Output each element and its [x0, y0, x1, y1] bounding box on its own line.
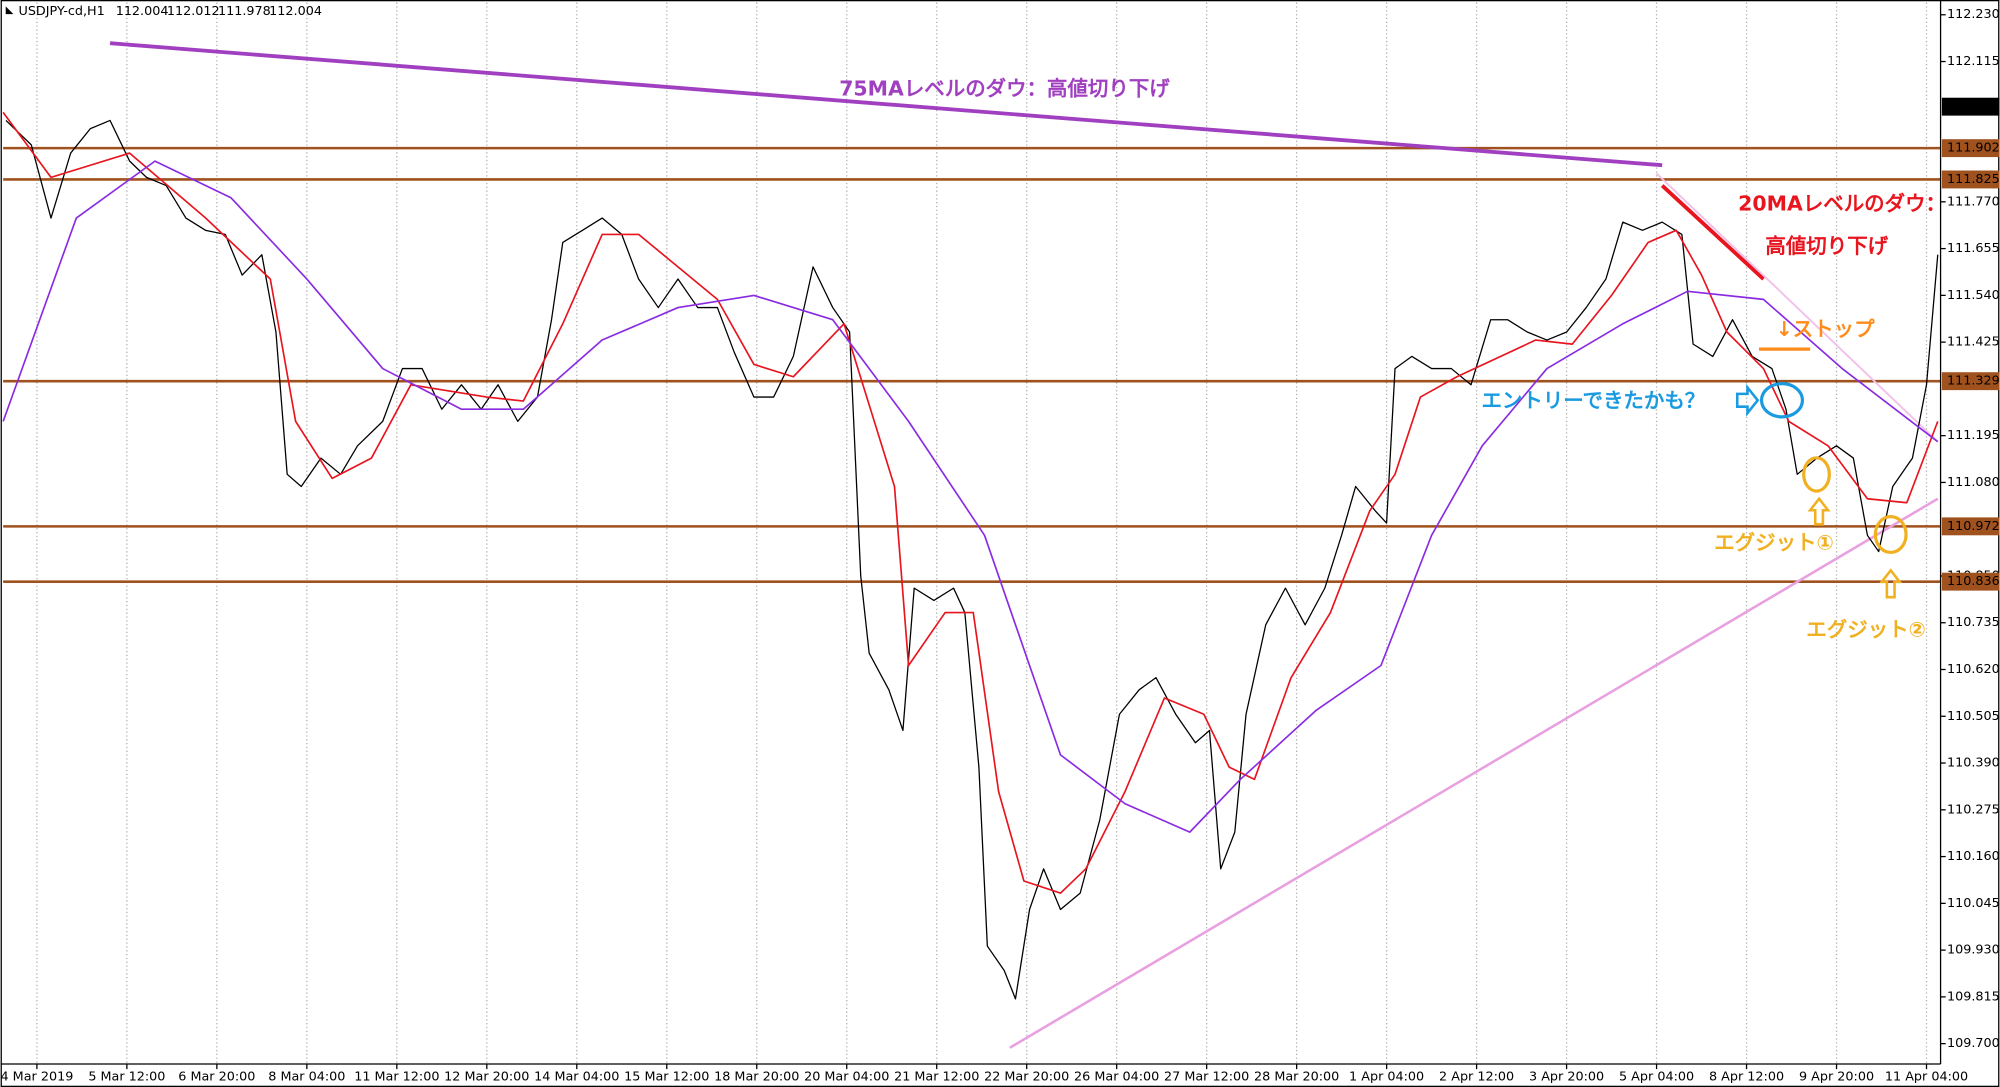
y-tick-label: 110.735	[1947, 615, 2000, 630]
annotation: エグジット②	[1806, 617, 1926, 641]
x-tick-label: 14 Mar 04:00	[534, 1069, 619, 1084]
x-tick-label: 11 Mar 12:00	[354, 1069, 439, 1084]
levels	[3, 146, 1941, 583]
x-tick-label: 28 Mar 20:00	[1254, 1069, 1339, 1084]
y-tick-label: 111.425	[1947, 335, 2000, 350]
exit-circle	[1873, 515, 1908, 555]
x-tick-label: 18 Mar 20:00	[714, 1069, 799, 1084]
price-line	[2, 160, 1939, 833]
entry-circle	[1759, 382, 1805, 419]
trendline	[1655, 172, 1939, 443]
level-label: 111.825	[1947, 172, 2000, 187]
y-tick-label: 111.195	[1947, 428, 2000, 443]
price-line	[5, 119, 1939, 1000]
quote-high: 112.012	[167, 4, 220, 19]
trendline	[1009, 497, 1939, 1049]
y-tick-label: 109.700	[1947, 1036, 2000, 1051]
quote-open: 112.004	[116, 4, 169, 19]
exit-arrow	[1879, 568, 1903, 599]
annotation: エントリーできたかも？	[1481, 389, 1705, 413]
level-label-box	[1941, 170, 2000, 189]
y-tick-label: 112.230	[1947, 7, 2000, 22]
x-tick-label: 22 Mar 20:00	[984, 1069, 1069, 1084]
header-icon	[5, 6, 14, 15]
x-tick-label: 21 Mar 12:00	[894, 1069, 979, 1084]
level-label-box	[1941, 572, 2000, 591]
x-tick-label: 1 Apr 04:00	[1349, 1069, 1424, 1084]
y-tick-label: 112.115	[1947, 54, 2000, 69]
x-tick-label: 27 Mar 12:00	[1164, 1069, 1249, 1084]
annotation: 20MAレベルのダウ：	[1738, 192, 1946, 216]
trendline	[109, 41, 1663, 168]
x-tick-label: 8 Apr 12:00	[1709, 1069, 1784, 1084]
x-tick-label: 20 Mar 04:00	[804, 1069, 889, 1084]
symbol-title: USDJPY-cd,H1	[19, 4, 105, 19]
level-label: 110.836	[1947, 574, 2000, 589]
y-tick-label: 110.505	[1947, 709, 2000, 724]
quote-close: 112.004	[269, 4, 322, 19]
x-tick-label: 5 Mar 12:00	[88, 1069, 165, 1084]
level-label-box	[1941, 372, 2000, 391]
level-label-box	[1941, 139, 2000, 158]
x-tick-label: 26 Mar 04:00	[1074, 1069, 1159, 1084]
y-tick-label: 110.620	[1947, 662, 2000, 677]
annotations: 75MAレベルのダウ：高値切り下げ 20MAレベルのダウ： 高値切り下げ ↓スト…	[839, 77, 1946, 642]
y-tick-label: 110.275	[1947, 802, 2000, 817]
x-tick-label: 12 Mar 20:00	[444, 1069, 529, 1084]
x-tick-label: 15 Mar 12:00	[624, 1069, 709, 1084]
x-tick-label: 5 Apr 04:00	[1619, 1069, 1694, 1084]
price-line	[2, 111, 1939, 894]
annotation: エグジット①	[1714, 531, 1834, 555]
annotation: 高値切り下げ	[1765, 234, 1888, 258]
lines	[2, 41, 1939, 1049]
annotation: 75MAレベルのダウ：高値切り下げ	[839, 77, 1170, 101]
y-tick-label: 110.045	[1947, 896, 2000, 911]
x-tick-label: 4 Mar 2019	[0, 1069, 73, 1084]
level-label: 110.972	[1947, 519, 2000, 534]
x-tick-label: 3 Apr 20:00	[1529, 1069, 1604, 1084]
y-tick-label: 110.390	[1947, 756, 2000, 771]
y-tick-label: 111.655	[1947, 241, 2000, 256]
y-tick-label: 109.815	[1947, 989, 2000, 1004]
exit-arrow	[1807, 496, 1831, 526]
header: USDJPY-cd,H1 112.004 112.012 111.978 112…	[5, 4, 322, 19]
y-tick-label: 111.770	[1947, 194, 2000, 209]
entry-arrow	[1735, 383, 1760, 417]
y-tick-label: 111.080	[1947, 475, 2000, 490]
exit-circle	[1802, 456, 1831, 493]
x-tick-label: 2 Apr 12:00	[1439, 1069, 1514, 1084]
x-tick-label: 6 Mar 20:00	[178, 1069, 255, 1084]
x-tick-label: 9 Apr 20:00	[1799, 1069, 1874, 1084]
level-label: 111.902	[1947, 141, 2000, 156]
trendline	[1660, 184, 1765, 281]
level-label-box	[1941, 517, 2000, 536]
annotation: ↓ストップ	[1776, 317, 1875, 341]
y-tick-label: 111.540	[1947, 288, 2000, 303]
x-tick-label: 8 Mar 04:00	[268, 1069, 345, 1084]
quote-low: 111.978	[218, 4, 271, 19]
y-tick-label: 110.160	[1947, 849, 2000, 864]
level-label: 111.329	[1947, 374, 2000, 389]
x-tick-label: 11 Apr 04:00	[1885, 1069, 1968, 1084]
price-label-box	[1941, 97, 2000, 116]
y-tick-label: 109.930	[1947, 943, 2000, 958]
price-label: 112.004	[1947, 99, 2000, 114]
